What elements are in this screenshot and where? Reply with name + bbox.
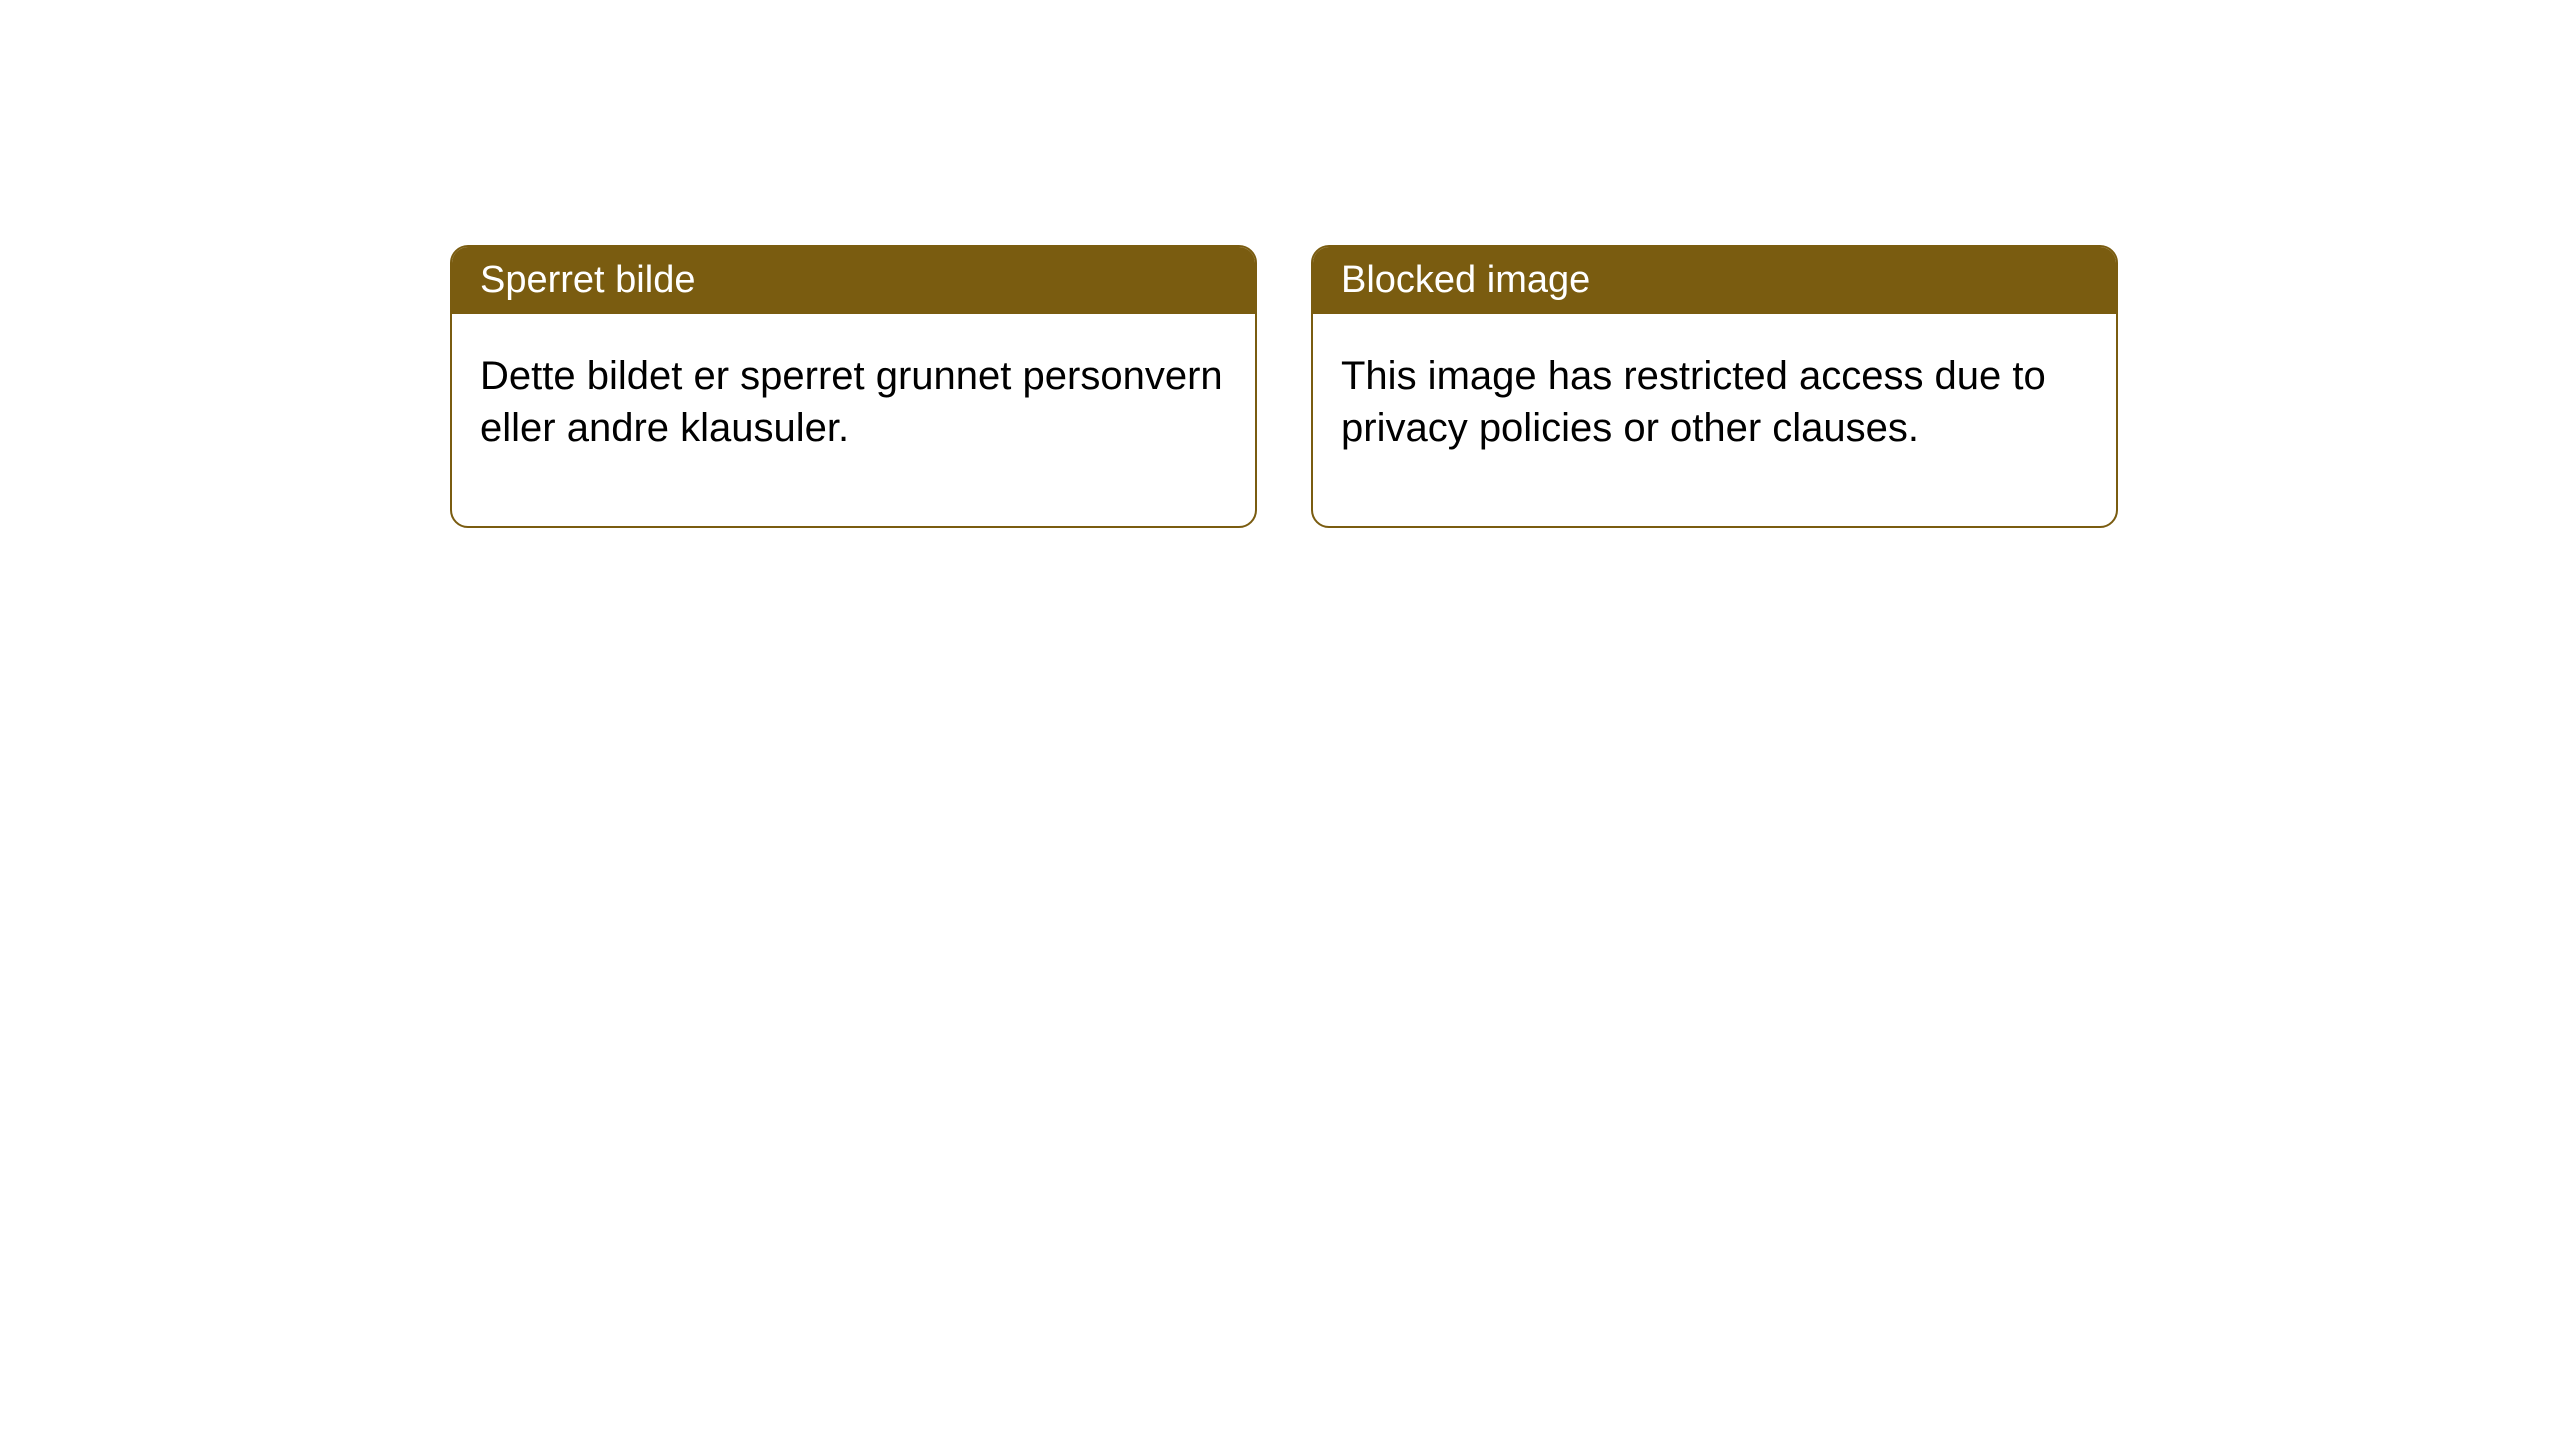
notice-card-body: Dette bildet er sperret grunnet personve… xyxy=(452,314,1255,526)
notice-card-norwegian: Sperret bilde Dette bildet er sperret gr… xyxy=(450,245,1257,528)
notice-card-body: This image has restricted access due to … xyxy=(1313,314,2116,526)
notice-header-text: Blocked image xyxy=(1341,259,1590,301)
notice-body-text: This image has restricted access due to … xyxy=(1341,354,2046,450)
notice-card-header: Sperret bilde xyxy=(452,247,1255,314)
notice-card-header: Blocked image xyxy=(1313,247,2116,314)
notice-body-text: Dette bildet er sperret grunnet personve… xyxy=(480,354,1223,450)
notice-header-text: Sperret bilde xyxy=(480,259,695,301)
notice-container: Sperret bilde Dette bildet er sperret gr… xyxy=(0,0,2560,528)
notice-card-english: Blocked image This image has restricted … xyxy=(1311,245,2118,528)
